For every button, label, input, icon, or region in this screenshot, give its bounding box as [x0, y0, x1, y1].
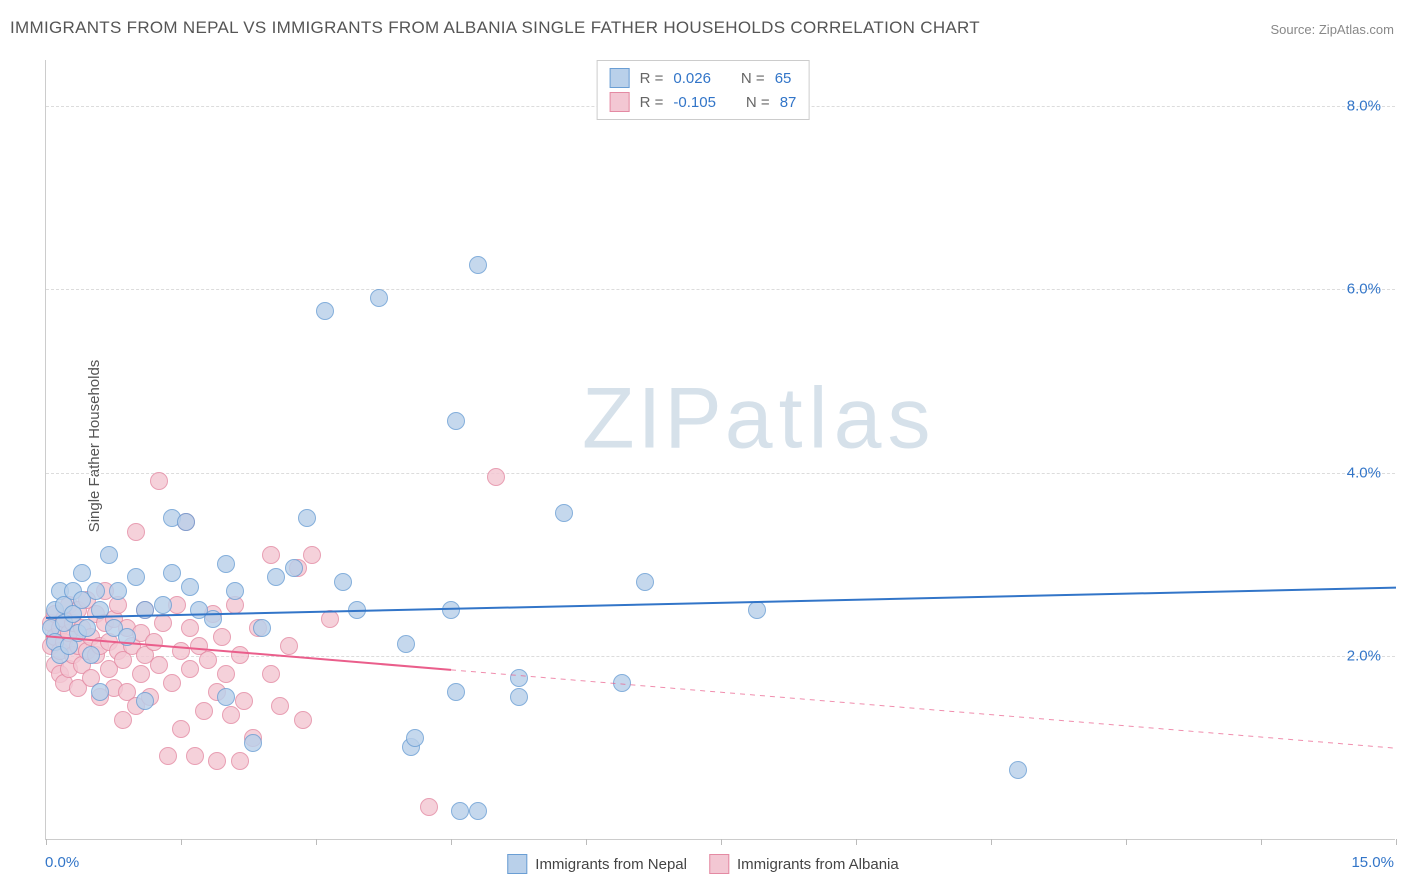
series-legend: Immigrants from Nepal Immigrants from Al… — [507, 854, 898, 874]
trend-lines-layer — [46, 60, 1395, 839]
correlation-row-albania: R = -0.105 N = 87 — [610, 90, 797, 114]
chart-title: IMMIGRANTS FROM NEPAL VS IMMIGRANTS FROM… — [10, 18, 980, 38]
legend-item-albania: Immigrants from Albania — [709, 854, 899, 874]
x-tick — [586, 839, 587, 845]
n-value-nepal: 65 — [775, 70, 792, 87]
swatch-albania — [610, 92, 630, 112]
source-attribution: Source: ZipAtlas.com — [1270, 22, 1394, 37]
trend-albania-solid — [46, 636, 451, 670]
x-tick — [1396, 839, 1397, 845]
r-label: R = — [640, 70, 664, 87]
x-tick-label-right: 15.0% — [1351, 854, 1394, 871]
legend-label-albania: Immigrants from Albania — [737, 856, 899, 873]
x-tick — [856, 839, 857, 845]
n-value-albania: 87 — [780, 94, 797, 111]
trend-nepal-solid — [46, 588, 1396, 618]
n-label: N = — [746, 94, 770, 111]
r-value-albania: -0.105 — [673, 94, 716, 111]
r-label: R = — [640, 94, 664, 111]
x-tick — [1126, 839, 1127, 845]
x-tick — [181, 839, 182, 845]
correlation-legend: R = 0.026 N = 65 R = -0.105 N = 87 — [597, 60, 810, 120]
r-value-nepal: 0.026 — [673, 70, 711, 87]
x-tick-label-left: 0.0% — [45, 854, 79, 871]
x-tick — [991, 839, 992, 845]
source-name: ZipAtlas.com — [1319, 22, 1394, 37]
correlation-row-nepal: R = 0.026 N = 65 — [610, 66, 797, 90]
trend-albania-dashed — [451, 670, 1396, 748]
legend-item-nepal: Immigrants from Nepal — [507, 854, 687, 874]
swatch-albania — [709, 854, 729, 874]
swatch-nepal — [610, 68, 630, 88]
x-tick — [451, 839, 452, 845]
plot-area — [45, 60, 1395, 840]
n-label: N = — [741, 70, 765, 87]
swatch-nepal — [507, 854, 527, 874]
x-tick — [1261, 839, 1262, 845]
legend-label-nepal: Immigrants from Nepal — [535, 856, 687, 873]
x-tick — [46, 839, 47, 845]
source-prefix: Source: — [1270, 22, 1318, 37]
x-tick — [316, 839, 317, 845]
x-tick — [721, 839, 722, 845]
